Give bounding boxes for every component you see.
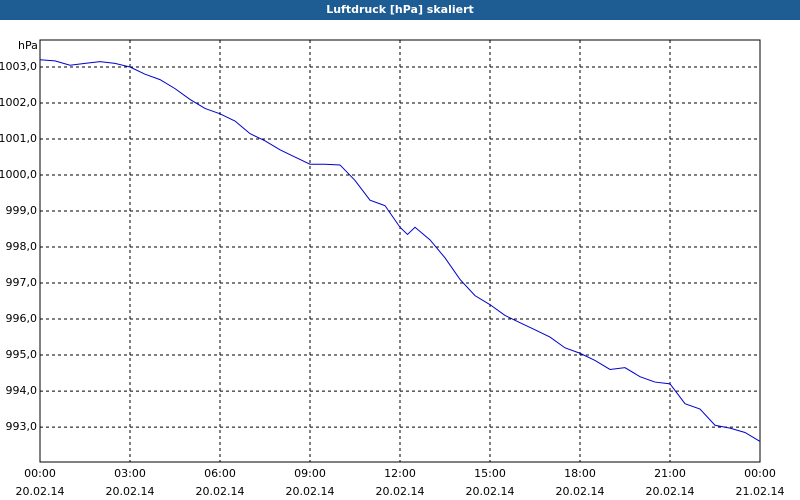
- y-tick-label: 1000,0: [0, 168, 37, 181]
- x-tick-label: 09:00 20.02.14: [285, 467, 335, 498]
- y-tick-label: 994,0: [6, 384, 38, 397]
- y-axis-label: hPa: [18, 39, 38, 52]
- y-tick-label: 1002,0: [0, 96, 37, 109]
- y-tick-label: 997,0: [6, 276, 38, 289]
- y-tick-label: 1003,0: [0, 60, 37, 73]
- data-line: [39, 59, 761, 442]
- x-tick-label: 12:00 20.02.14: [375, 467, 425, 498]
- y-tick-label: 1001,0: [0, 132, 37, 145]
- x-tick-label: 06:00 20.02.14: [195, 467, 245, 498]
- y-tick-label: 993,0: [6, 420, 38, 433]
- x-tick-label: 00:00 20.02.14: [15, 467, 65, 498]
- y-tick-label: 996,0: [6, 312, 38, 325]
- y-tick-label: 999,0: [6, 204, 38, 217]
- x-tick-label: 21:00 20.02.14: [645, 467, 695, 498]
- chart-title: Luftdruck [hPa] skaliert: [0, 0, 800, 20]
- x-tick-label: 18:00 20.02.14: [555, 467, 605, 498]
- x-tick-label: 00:00 21.02.14: [735, 467, 785, 498]
- x-tick-label: 15:00 20.02.14: [465, 467, 515, 498]
- y-tick-label: 995,0: [6, 348, 38, 361]
- x-tick-label: 03:00 20.02.14: [105, 467, 155, 498]
- y-tick-label: 998,0: [6, 240, 38, 253]
